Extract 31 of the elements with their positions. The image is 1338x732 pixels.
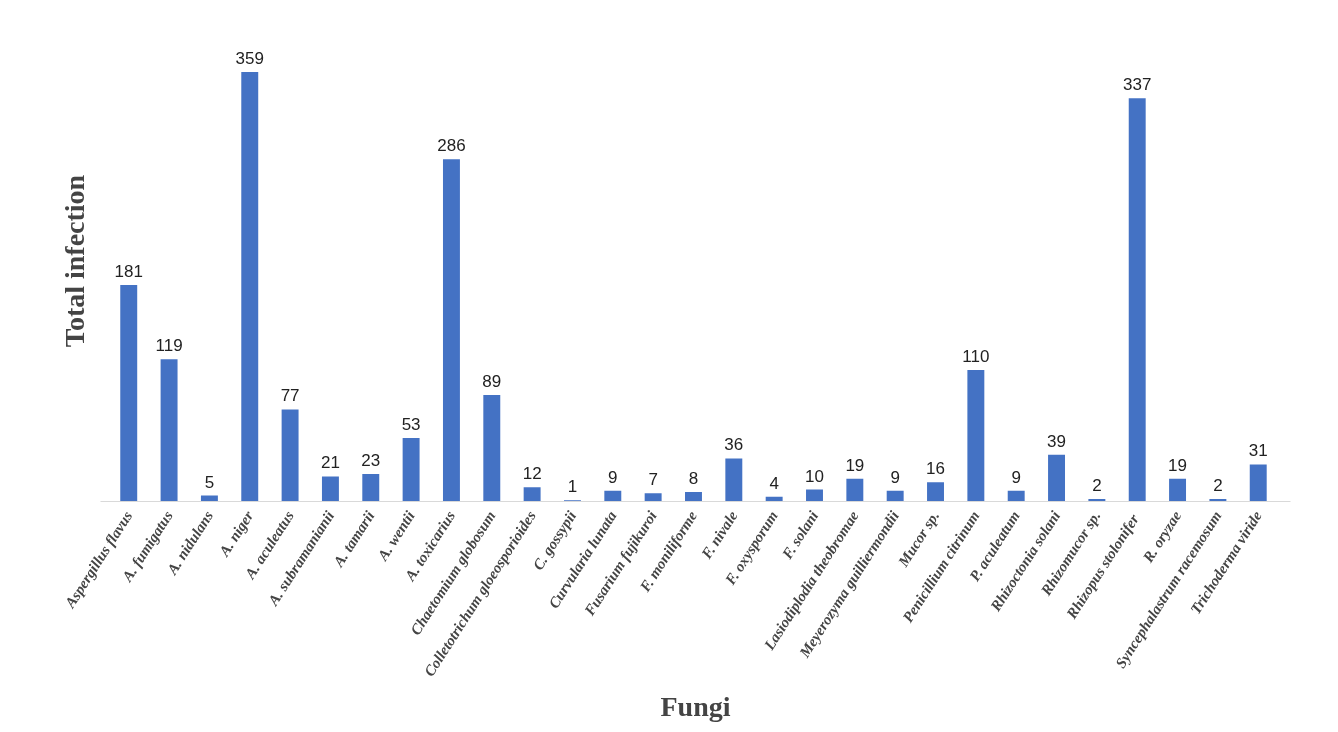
data-label: 9 — [608, 467, 618, 487]
data-label: 19 — [845, 455, 865, 475]
data-label: 8 — [688, 468, 699, 488]
data-label: 77 — [280, 386, 300, 406]
data-label: 31 — [1248, 441, 1268, 461]
data-label: 89 — [482, 372, 502, 392]
data-label: 19 — [1168, 455, 1188, 475]
data-label: 181 — [114, 261, 143, 281]
data-label: 10 — [805, 466, 824, 486]
data-label: 4 — [769, 473, 779, 493]
data-label: 9 — [1011, 467, 1021, 487]
data-label: 5 — [204, 472, 215, 492]
data-label: 12 — [522, 464, 542, 484]
data-label: 36 — [724, 435, 744, 455]
x-axis-title: Fungi — [660, 691, 731, 723]
data-label: 2 — [1213, 476, 1223, 496]
data-label: 16 — [926, 459, 945, 479]
data-label: 1 — [567, 477, 578, 497]
y-axis-title: Total infection — [58, 174, 90, 348]
data-label: 110 — [962, 346, 990, 366]
data-label: 23 — [361, 450, 381, 470]
data-label: 119 — [155, 336, 183, 356]
data-label: 337 — [1123, 75, 1152, 95]
data-label: 39 — [1047, 431, 1066, 451]
data-label: 53 — [401, 415, 421, 435]
data-label: 2 — [1092, 476, 1102, 496]
data-label: 7 — [648, 470, 658, 490]
data-label: 359 — [235, 49, 264, 69]
data-label: 286 — [437, 136, 466, 156]
data-label: 21 — [320, 453, 340, 473]
data-label: 9 — [890, 467, 900, 487]
